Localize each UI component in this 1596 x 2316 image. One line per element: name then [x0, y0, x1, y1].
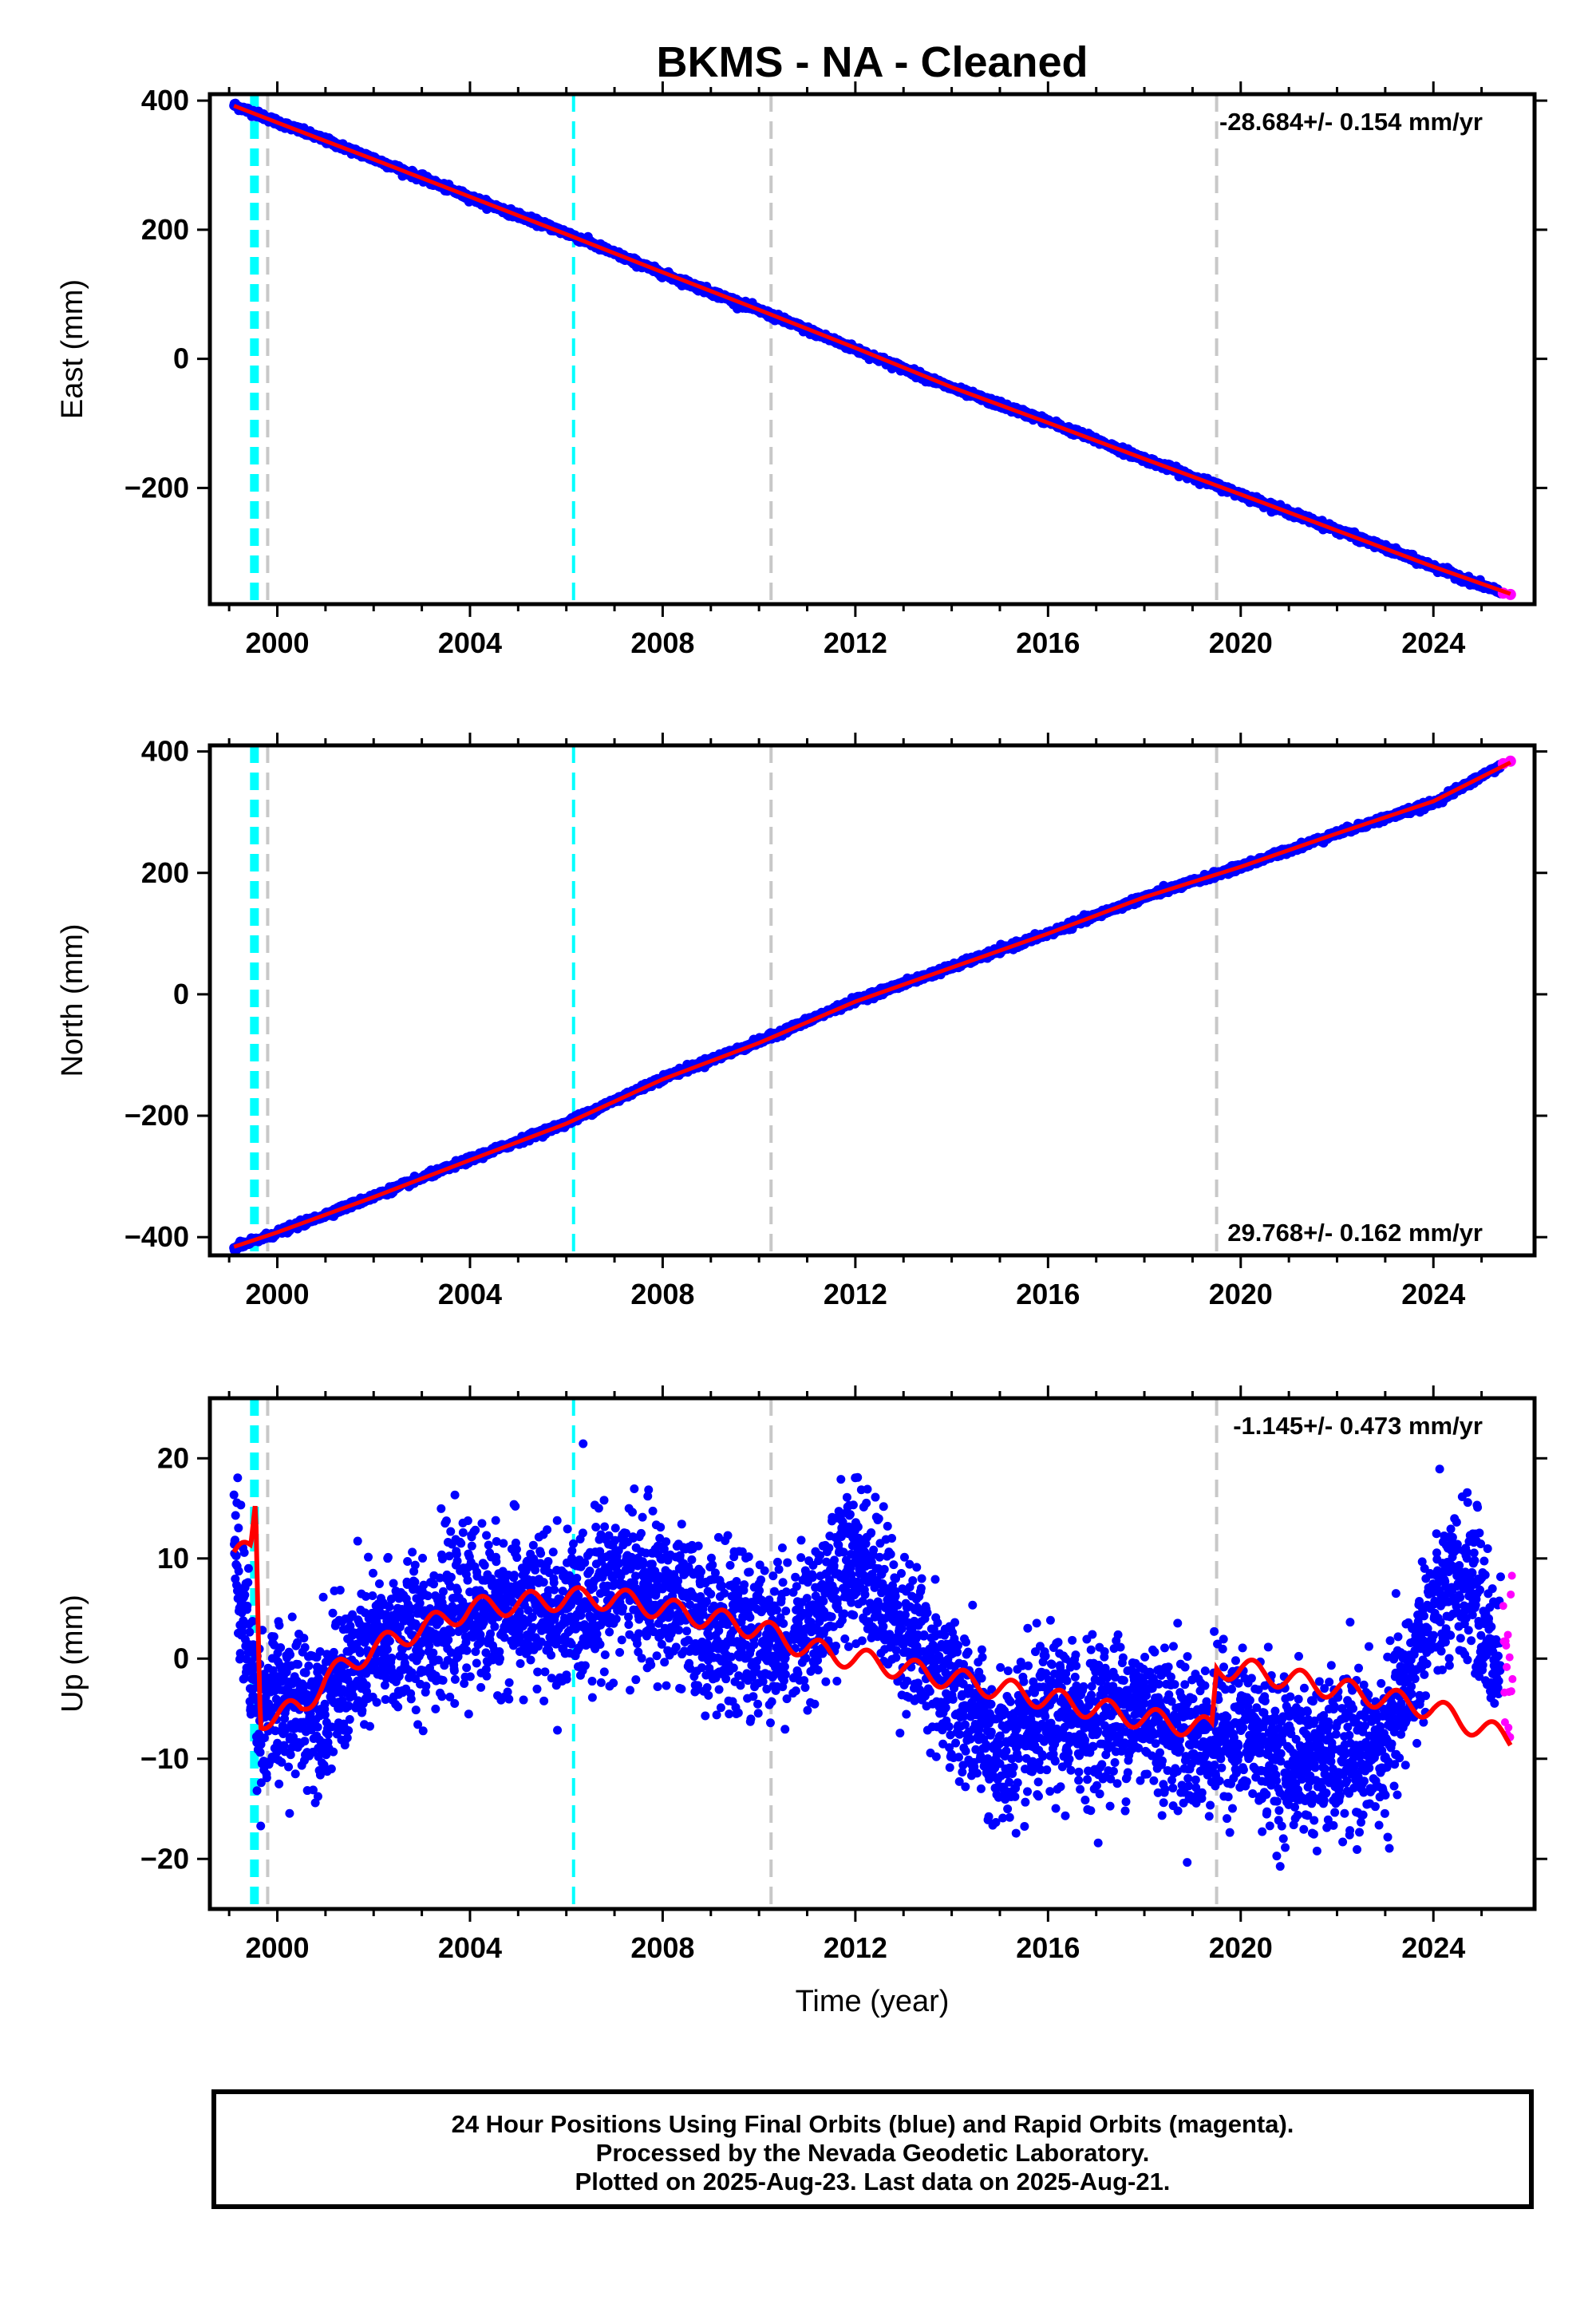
model-fit-line [233, 104, 1511, 596]
x-tick-label: 2008 [630, 626, 694, 659]
y-tick-label: −200 [124, 471, 189, 504]
plot-frame [207, 92, 1537, 607]
data-layer [229, 98, 1516, 600]
x-tick-label: 2012 [824, 626, 887, 659]
chart-title: BKMS - NA - Cleaned [656, 38, 1088, 86]
y-tick-label: 0 [173, 342, 189, 375]
x-tick-label: 2000 [245, 626, 309, 659]
x-tick-label: 2004 [438, 626, 502, 659]
y-tick-label: 400 [141, 84, 189, 117]
y-axis-label: East (mm) [56, 279, 89, 419]
data-layer [229, 755, 1516, 1255]
x-tick-label: 2020 [1209, 626, 1273, 659]
velocity-rate-label: -28.684+/- 0.154 mm/yr [1219, 108, 1483, 136]
x-tick-label: 2024 [1401, 626, 1465, 659]
x-tick-label: 2016 [1016, 626, 1080, 659]
y-tick-label: 200 [141, 213, 189, 246]
x-axis-label: Time (year) [796, 1985, 950, 2018]
